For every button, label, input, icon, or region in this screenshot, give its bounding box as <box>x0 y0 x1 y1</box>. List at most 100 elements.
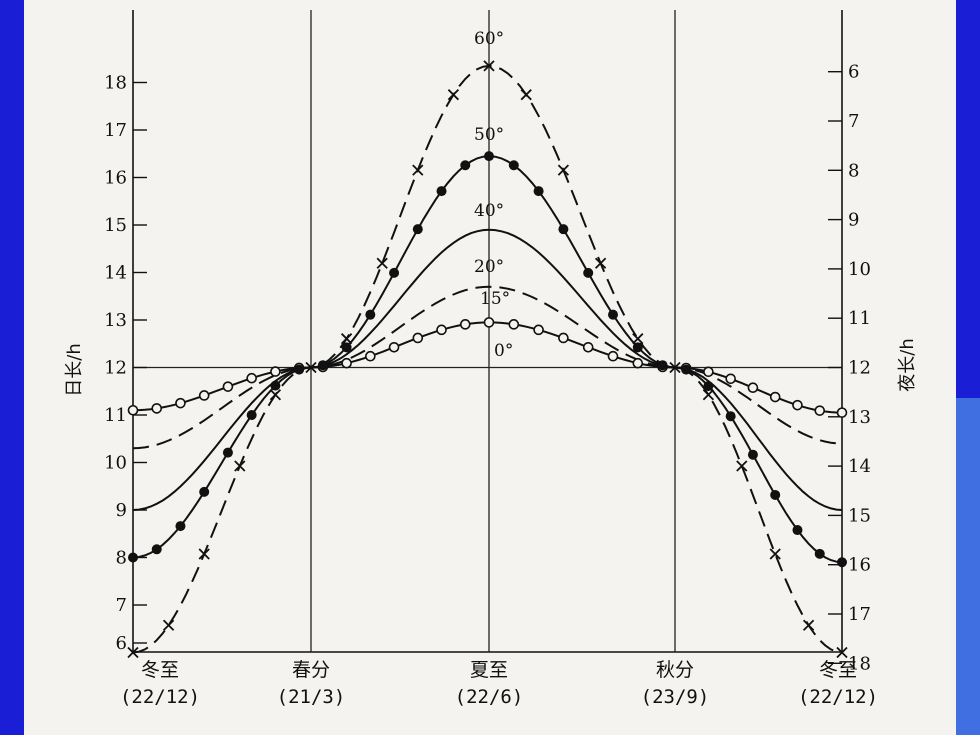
y-tick-label: 15 <box>104 215 127 236</box>
y-tick-label: 9 <box>116 500 127 521</box>
marker-filled-circle <box>583 267 594 278</box>
marker-x <box>702 389 715 401</box>
y2-tick-label: 11 <box>848 308 871 329</box>
marker-filled-circle <box>657 360 668 371</box>
marker-filled-circle <box>460 160 471 171</box>
left-y-axis: 6 7 8 9 10 11 12 13 14 15 16 17 18 <box>104 73 147 654</box>
marker-open-circle <box>836 407 848 418</box>
marker-open-circle <box>607 350 619 362</box>
marker-open-circle <box>814 405 826 416</box>
latitude-label: 0° <box>494 341 513 361</box>
marker-x <box>594 257 607 269</box>
right-blue-frame-accent <box>956 398 980 735</box>
marker-open-circle <box>388 341 400 353</box>
marker-x <box>198 548 210 560</box>
y-tick-label: 10 <box>104 453 127 474</box>
marker-filled-circle <box>533 186 544 197</box>
latitude-label: 40° <box>474 201 504 221</box>
marker-filled-circle <box>246 410 257 420</box>
marker-open-circle <box>436 324 447 336</box>
y-tick-label: 13 <box>104 310 127 331</box>
x-axis-categories: 冬至 (22/12) 春分 (21/3) 夏至 (22/6) 秋分 (23/9) 冬至 (22/1… <box>120 659 878 708</box>
x-category-name: 冬至 <box>819 659 857 681</box>
y2-tick-label: 10 <box>848 259 871 280</box>
y2-tick-label: 17 <box>848 604 871 625</box>
marker-open-circle <box>198 390 210 401</box>
y2-axis-title: 夜长/h <box>897 338 918 391</box>
y-tick-label: 17 <box>104 120 127 141</box>
marker-open-circle <box>127 404 139 416</box>
marker-filled-circle <box>175 521 186 532</box>
y2-tick-label: 12 <box>848 358 871 379</box>
right-y-axis: 6 7 8 9 10 11 12 13 14 15 16 17 18 <box>828 62 871 674</box>
y-tick-label: 12 <box>104 358 127 379</box>
marker-open-circle <box>246 372 257 384</box>
x-category-name: 秋分 <box>656 659 694 681</box>
marker-filled-circle <box>365 309 376 320</box>
y-tick-label: 8 <box>116 548 127 569</box>
marker-x <box>769 548 781 560</box>
marker-filled-circle <box>484 151 494 162</box>
annotations-group: 60° 50° 40° 20° 15° 0° <box>474 29 513 361</box>
latitude-label: 60° <box>474 29 504 49</box>
marker-filled-circle <box>770 489 781 500</box>
y-tick-label: 16 <box>104 168 127 189</box>
marker-x <box>340 333 353 345</box>
x-category-name: 冬至 <box>141 659 179 681</box>
marker-open-circle <box>747 382 759 394</box>
marker-x <box>127 646 139 659</box>
marker-open-circle <box>483 317 495 328</box>
x-category-date: (22/6) <box>455 686 524 708</box>
marker-open-circle <box>769 391 781 403</box>
marker-x <box>557 164 570 176</box>
marker-open-circle <box>222 381 234 392</box>
marker-open-circle <box>341 357 352 369</box>
latitude-label: 20° <box>474 257 504 277</box>
marker-x <box>162 619 175 631</box>
marker-filled-circle <box>412 224 423 235</box>
marker-filled-circle <box>294 364 305 375</box>
marker-open-circle <box>582 341 594 353</box>
marker-x <box>412 164 424 176</box>
y-tick-label: 18 <box>104 73 127 94</box>
y-axis-title: 日长/h <box>64 343 85 396</box>
marker-filled-circle <box>747 449 758 460</box>
marker-x <box>483 60 495 72</box>
y2-tick-label: 6 <box>848 62 859 83</box>
marker-open-circle <box>533 324 544 336</box>
marker-open-circle <box>508 319 520 330</box>
x-category-date: (23/9) <box>641 686 710 708</box>
marker-open-circle <box>792 399 803 411</box>
marker-filled-circle <box>558 224 569 235</box>
marker-x <box>836 646 848 659</box>
marker-x <box>632 333 644 345</box>
x-category-date: (22/12) <box>120 686 200 708</box>
marker-open-circle <box>365 350 376 362</box>
marker-filled-circle <box>151 544 162 555</box>
marker-open-circle <box>270 366 281 377</box>
y2-tick-label: 13 <box>848 407 871 428</box>
marker-open-circle <box>175 397 186 409</box>
y2-tick-label: 7 <box>848 111 859 132</box>
marker-filled-circle <box>222 447 233 458</box>
marker-x <box>520 89 532 101</box>
marker-x <box>269 389 282 401</box>
marker-filled-circle <box>608 309 618 320</box>
markers-group <box>127 60 848 659</box>
marker-filled-circle <box>792 525 803 536</box>
x-category-name: 春分 <box>292 659 330 681</box>
y2-tick-label: 8 <box>848 160 859 181</box>
marker-x <box>736 460 748 472</box>
marker-filled-circle <box>341 342 352 353</box>
y2-tick-label: 16 <box>848 555 871 576</box>
marker-filled-circle <box>681 364 692 375</box>
marker-x <box>234 460 246 472</box>
marker-open-circle <box>725 373 736 385</box>
marker-open-circle <box>459 319 471 330</box>
y-tick-label: 7 <box>116 595 127 616</box>
marker-filled-circle <box>389 267 400 278</box>
left-blue-frame <box>0 0 24 735</box>
marker-filled-circle <box>436 186 447 197</box>
latitude-label: 50° <box>474 125 504 145</box>
